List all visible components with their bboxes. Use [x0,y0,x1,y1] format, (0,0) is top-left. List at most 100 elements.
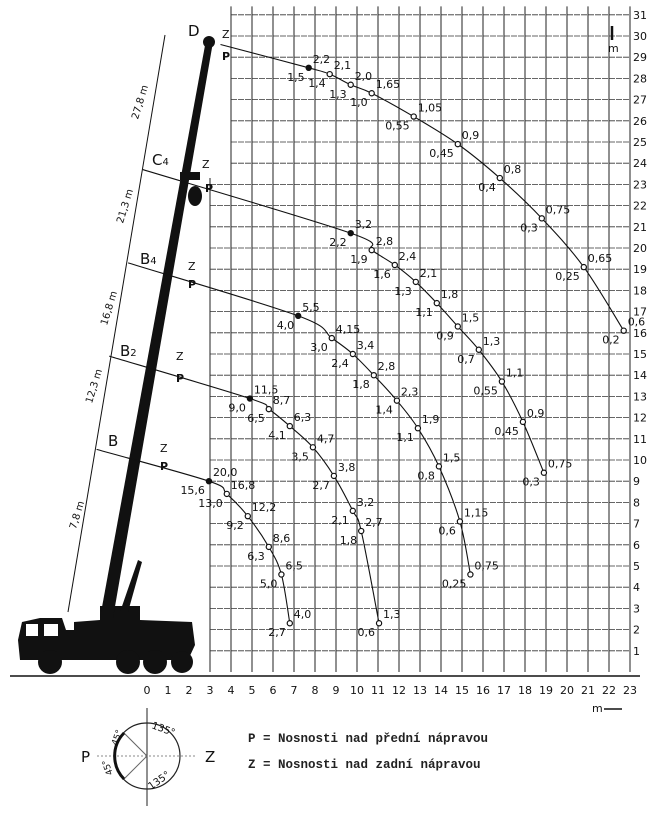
truck-window [26,624,38,636]
load-point [330,472,338,480]
z-label: Z [160,442,168,455]
load-point [475,346,482,353]
y-tick-label: 19 [633,263,647,276]
legend-p: P = Nosnosti nad přední nápravou [248,732,489,746]
load-point [295,312,302,320]
load-point [286,422,293,430]
load-point [286,620,293,627]
load-point [540,469,548,476]
z-capacity-label: 0,6 [628,316,646,329]
y-tick-label: 11 [633,433,647,446]
p-capacity-label: 1,5 [287,71,305,84]
z-capacity-label: 2,7 [365,516,383,529]
grid: 0 1 2 3 4 5 6 7 8 9 10 11 12 13 14 15 16 17 18 19 20 21 22 2312… [144,6,647,715]
boom-section-label: D [188,22,200,40]
p-label: P [222,50,230,63]
z-capacity-label: 1,5 [443,451,461,464]
x-tick-label: 5 [249,684,256,697]
p-capacity-label: 0,3 [522,476,540,489]
p-capacity-label: 9,0 [228,402,246,415]
z-capacity-label: 2,8 [376,235,394,248]
p-capacity-label: 0,25 [442,577,467,590]
z-capacity-label: 1,1 [506,367,524,380]
load-point [454,323,461,330]
slew-diagram: P Z 135° 135° 45° 45° [81,708,215,806]
wheel [143,650,167,674]
load-point [368,246,375,254]
y-tick-label: 22 [633,200,647,213]
p-capacity-label: 9,2 [226,519,244,532]
slew-left-label: P [81,748,90,766]
p-capacity-label: 0,9 [436,329,454,342]
load-point [620,327,627,334]
truck-window [44,624,58,636]
z-capacity-label: 2,1 [420,267,438,280]
load-point [496,174,503,182]
x-tick-label: 23 [623,684,637,697]
z-capacity-label: 12,2 [252,501,276,514]
hook-block-icon [188,186,202,206]
load-point [375,620,383,627]
angle-label: 135° [150,720,176,739]
load-point [349,350,356,358]
load-point [244,512,251,520]
z-capacity-label: 1,05 [418,102,443,115]
p-capacity-label: 1,8 [352,378,370,391]
load-point [433,299,440,307]
load-point [393,397,401,404]
legend-z: Z = Nosnosti nad zadní nápravou [248,758,481,772]
x-tick-label: 12 [392,684,406,697]
z-capacity-label: 1,3 [383,608,401,621]
wheel [116,650,140,674]
p-capacity-label: 2,7 [268,626,286,639]
p-label: P [205,182,213,195]
z-capacity-label: 1,15 [464,506,489,519]
boom-section-label: B [108,432,118,450]
load-curves: 2,21,52,11,42,01,31,651,0 1,050,550,90,45… [96,28,646,639]
boom-support [120,560,142,612]
p-capacity-label: 0,6 [358,626,376,639]
boom-section-label: C4 [152,151,169,169]
p-capacity-label: 1,1 [396,431,414,444]
p-capacity-label: 6,3 [247,550,265,563]
z-capacity-label: 8,6 [273,532,291,545]
load-point [347,81,354,88]
z-capacity-label: 4,0 [294,608,312,621]
boom-length-label: 21,3 m [115,188,136,225]
boom-section-label: B4 [140,250,157,268]
x-unit-label: m [592,702,603,715]
y-tick-label: 24 [633,157,647,170]
p-capacity-label: 0,3 [520,221,538,234]
boom-length-label: 12,3 m [84,368,105,405]
x-tick-label: 10 [350,684,364,697]
z-capacity-label: 1,9 [422,413,440,426]
z-capacity-label: 2,1 [334,59,352,72]
angle-label: 45° [110,729,125,747]
z-capacity-label: 5,5 [302,301,320,314]
load-point [412,278,419,286]
y-tick-label: 29 [633,51,647,64]
load-point [456,518,464,525]
x-tick-label: 19 [539,684,553,697]
z-capacity-label: 2,3 [401,386,419,399]
boom-section-label: B2 [120,342,137,360]
y-tick-label: 23 [633,178,647,191]
y-tick-label: 27 [633,94,647,107]
load-point [347,229,354,237]
p-capacity-label: 2,1 [331,514,349,527]
p-capacity-label: 1,8 [340,534,358,547]
wheel [171,651,193,673]
load-point [205,478,213,485]
y-tick-label: 13 [633,390,647,403]
p-capacity-label: 3,5 [291,450,309,463]
p-capacity-label: 0,6 [438,524,456,537]
z-capacity-label: 4,15 [336,323,361,336]
load-point [414,425,422,432]
slew-right-label: Z [205,748,215,766]
x-tick-label: 0 [144,684,151,697]
z-label: Z [202,158,210,171]
p-capacity-label: 1,3 [329,88,347,101]
load-curve-C4 [142,169,545,473]
load-point [305,64,312,72]
z-capacity-label: 1,8 [441,288,459,301]
